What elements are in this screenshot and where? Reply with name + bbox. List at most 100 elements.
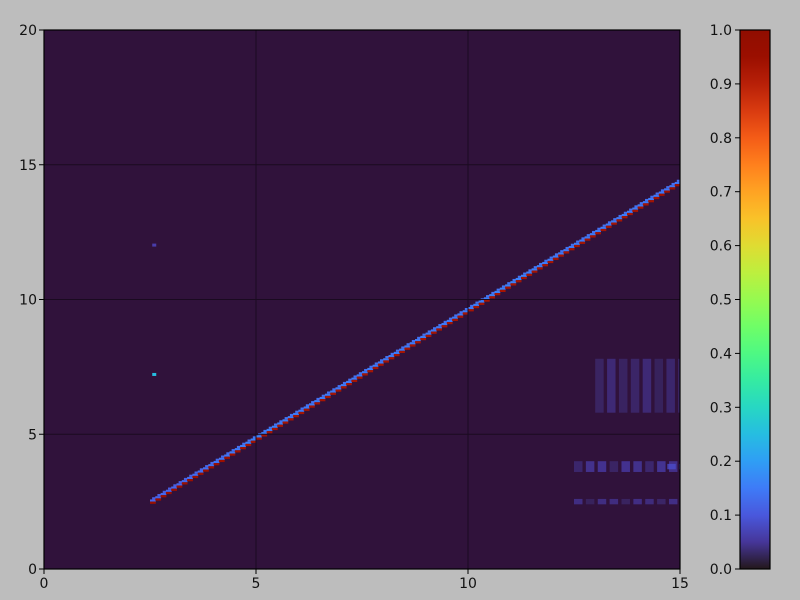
ridge-peak-cell <box>250 440 257 443</box>
ridge-side-cell <box>229 451 236 454</box>
ridge-side-cell <box>470 304 474 308</box>
ridge-peak-cell <box>362 373 368 376</box>
ridge-side-cell <box>639 202 644 205</box>
ridge-side-cell <box>390 352 395 356</box>
ridge-side-cell <box>558 252 564 255</box>
ridge-peak-cell <box>393 354 400 357</box>
ridge-side-cell <box>298 409 305 412</box>
ridge-peak-cell <box>589 235 596 238</box>
ridge-side-cell <box>221 455 225 458</box>
ridge-side-cell <box>213 460 220 464</box>
ridge-peak-cell <box>542 264 548 267</box>
x-tick-label: 15 <box>671 576 689 592</box>
y-tick-label: 5 <box>28 427 37 443</box>
ridge-side-cell <box>369 365 374 368</box>
faint-cell <box>609 461 619 472</box>
ridge-peak-cell <box>452 318 458 322</box>
ridge-peak-cell <box>335 389 342 392</box>
ridge-side-cell <box>544 259 548 262</box>
ridge-side-cell <box>584 236 591 239</box>
ridge-side-cell <box>324 393 331 396</box>
ridge-side-cell <box>634 205 639 208</box>
faint-cell <box>574 498 583 505</box>
ridge-peak-cell <box>478 302 485 305</box>
y-tick-label: 15 <box>19 158 37 174</box>
ridge-peak-cell <box>669 187 676 190</box>
ridge-side-cell <box>245 441 252 444</box>
ridge-side-cell <box>152 497 156 500</box>
colorbar <box>739 29 771 570</box>
ridge-side-cell <box>274 423 278 426</box>
ridge-side-cell <box>284 417 289 420</box>
ridge-side-cell <box>289 413 294 417</box>
faint-cell <box>609 498 619 505</box>
x-tick-label: 5 <box>252 576 261 592</box>
ridge-peak-cell <box>383 360 389 363</box>
ridge-side-cell <box>181 480 188 483</box>
ridge-side-cell <box>399 348 405 351</box>
faint-cell <box>666 358 675 413</box>
ridge-side-cell <box>462 310 469 313</box>
y-axis: 0 5 10 15 20 <box>19 23 44 578</box>
ridge-side-cell <box>372 364 379 367</box>
ridge-side-cell <box>515 277 522 281</box>
faint-cell <box>633 461 642 472</box>
ridge-side-cell <box>385 356 389 359</box>
ridge-side-cell <box>496 288 501 291</box>
y-tick-label: 20 <box>19 23 37 39</box>
ridge-peak-cell <box>595 232 601 235</box>
ridge-peak-cell <box>425 334 432 338</box>
ridge-side-cell <box>330 390 336 393</box>
ridge-peak-cell <box>674 184 680 187</box>
ridge-side-cell <box>316 397 321 401</box>
ridge-peak-cell <box>446 322 453 325</box>
ridge-side-cell <box>250 438 257 441</box>
ridge-side-cell <box>282 419 289 422</box>
faint-cell <box>645 461 654 472</box>
ridge-peak-cell <box>399 350 405 354</box>
colorbar-tick-label: 0.0 <box>710 562 732 578</box>
colorbar-tick-label: 0.1 <box>710 508 732 524</box>
ridge-peak-cell <box>568 248 575 251</box>
colorbar-tick-label: 0.4 <box>710 346 732 362</box>
ridge-side-cell <box>173 484 177 487</box>
ridge-peak-cell <box>536 267 543 270</box>
ridge-side-cell <box>409 342 416 345</box>
ridge-side-cell <box>570 243 575 246</box>
ridge-peak-cell <box>579 241 586 244</box>
ridge-peak-cell <box>489 296 495 299</box>
ridge-side-cell <box>629 208 633 211</box>
ridge-peak-cell <box>457 315 464 318</box>
ridge-side-cell <box>321 394 326 397</box>
ridge-peak-cell <box>208 466 215 469</box>
ridge-peak-cell <box>653 196 660 200</box>
ridge-peak-cell <box>409 344 416 347</box>
ridge-side-cell <box>404 345 411 348</box>
ridge-side-cell <box>160 492 167 496</box>
ridge-side-cell <box>637 204 644 207</box>
ridge-side-cell <box>287 416 294 419</box>
ridge-side-cell <box>356 374 363 377</box>
ridge-side-cell <box>277 422 283 425</box>
ridge-side-cell <box>478 300 485 303</box>
ridge-side-cell <box>664 188 670 191</box>
ridge-side-cell <box>586 234 591 237</box>
colorbar-axis: 0.0 0.1 0.2 0.3 0.4 0.5 0.6 0.7 0.8 0.9 1.0 <box>710 23 740 578</box>
ridge-side-cell <box>457 313 464 316</box>
ridge-side-cell <box>210 461 215 465</box>
ridge-side-cell <box>340 384 347 387</box>
ridge-peak-cell <box>388 357 395 360</box>
ridge-side-cell <box>563 249 570 252</box>
ridge-side-cell <box>247 439 252 442</box>
ridge-side-cell <box>650 195 654 198</box>
faint-cell <box>667 463 676 470</box>
ridge-side-cell <box>521 274 527 277</box>
ridge-side-cell <box>205 465 209 468</box>
ridge-side-cell <box>568 245 575 249</box>
ridge-peak-cell <box>441 325 448 328</box>
ridge-peak-cell <box>203 469 209 472</box>
ridge-side-cell <box>406 343 411 346</box>
ridge-peak-cell <box>165 491 172 495</box>
ridge-side-cell <box>489 294 495 297</box>
ridge-side-cell <box>676 179 680 182</box>
